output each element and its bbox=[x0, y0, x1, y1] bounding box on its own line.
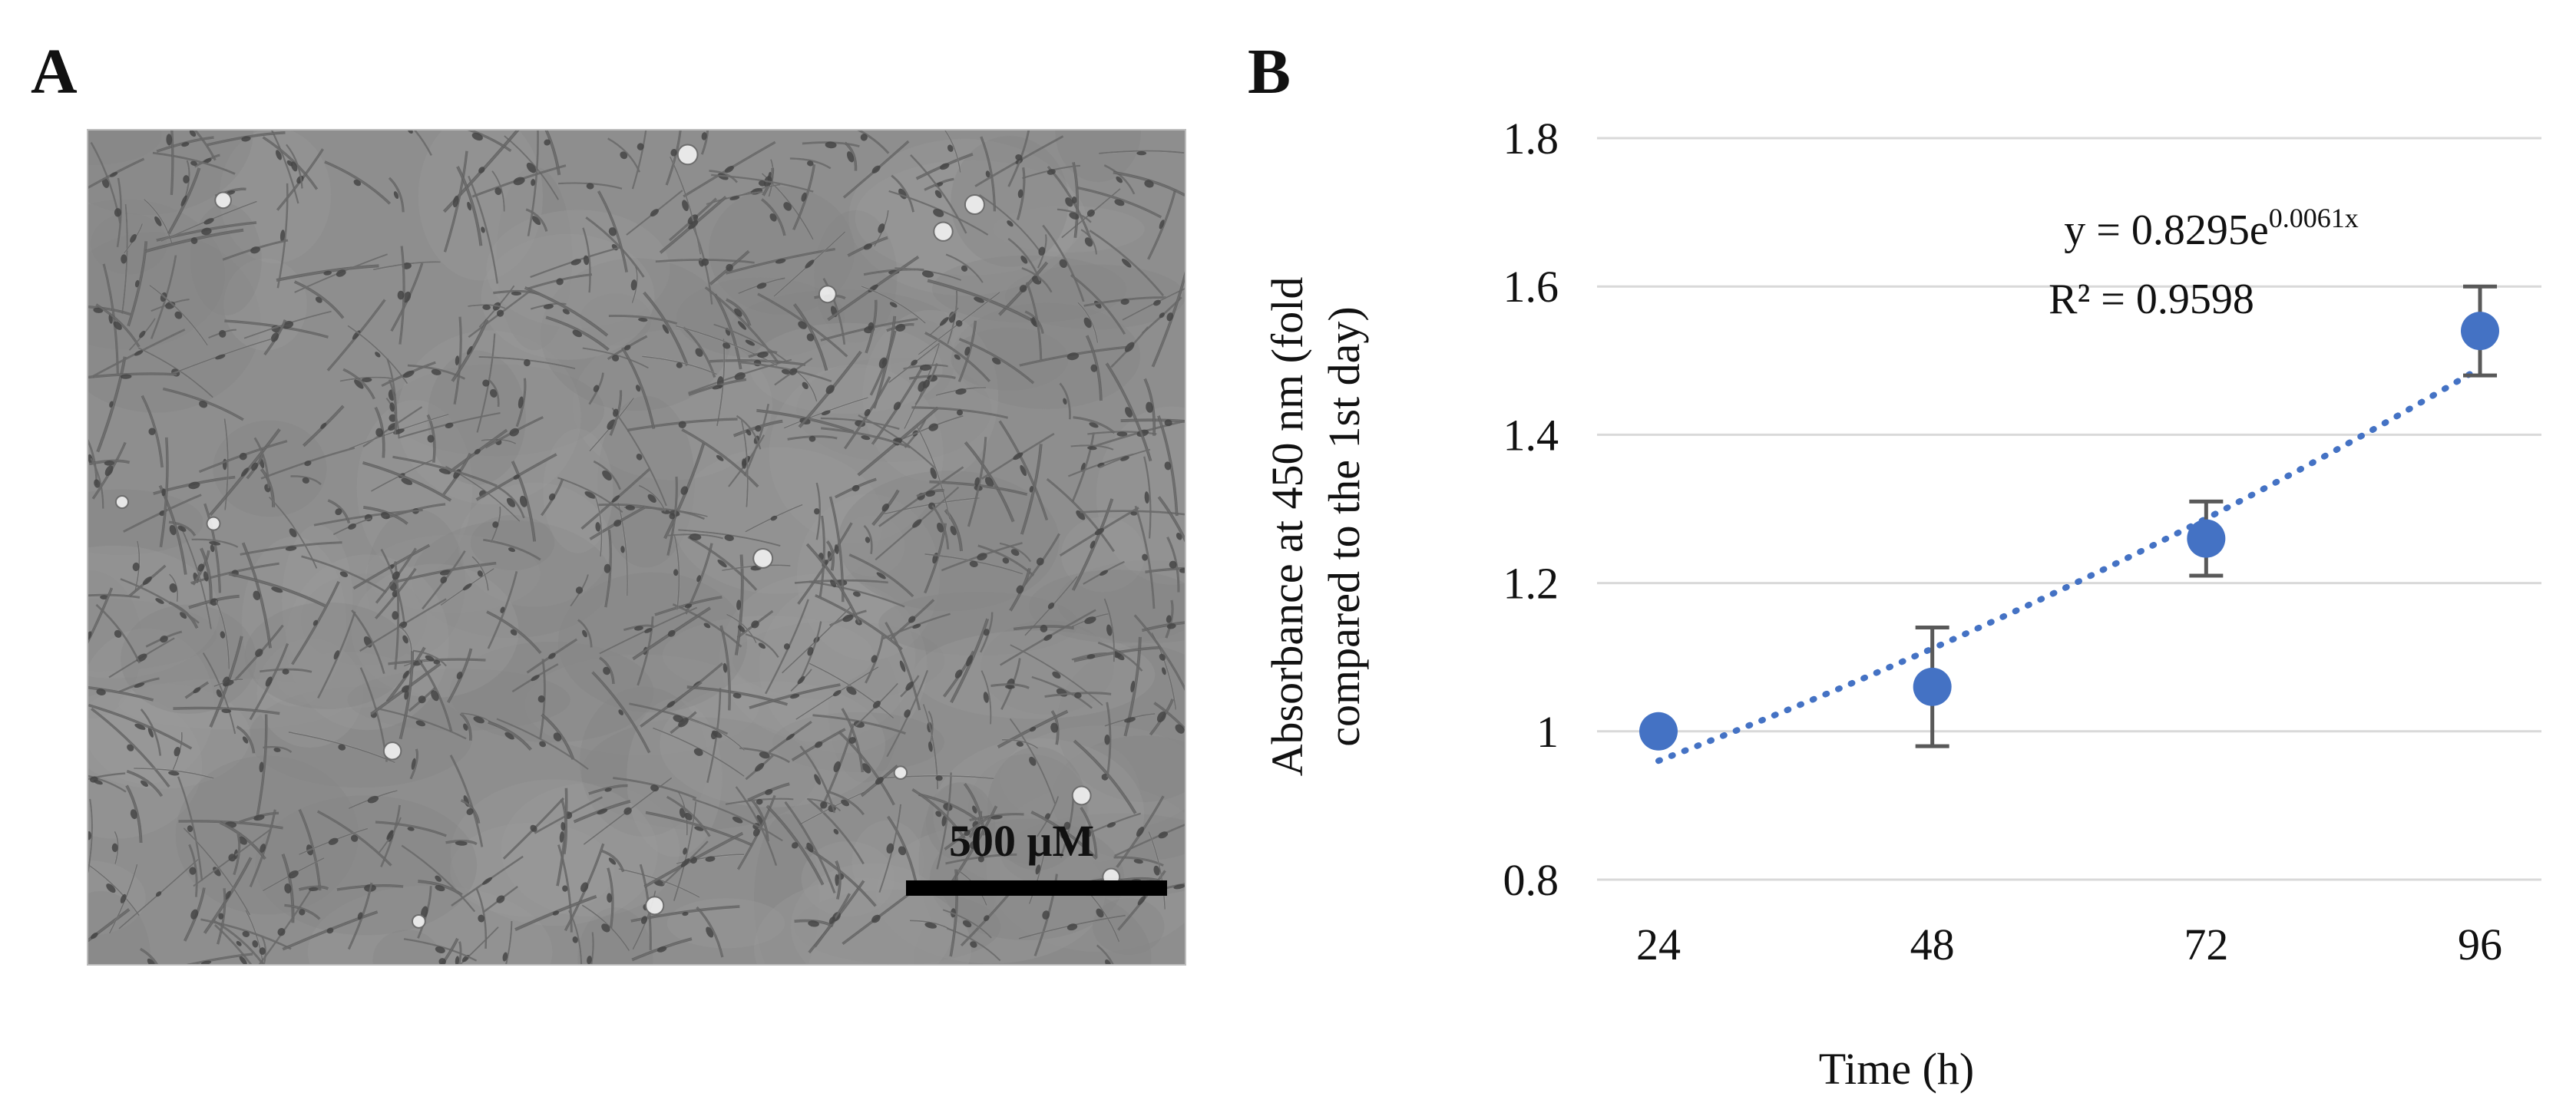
panel-label-b: B bbox=[1248, 36, 1291, 107]
y-tick-label: 1.2 bbox=[1503, 559, 1559, 609]
x-tick-label: 24 bbox=[1636, 920, 1681, 969]
cell-texture bbox=[88, 130, 1185, 964]
y-tick-labels: 0.8 1 1.2 1.4 1.6 1.8 bbox=[1503, 114, 1559, 905]
data-point bbox=[2187, 519, 2226, 558]
trend-equation-exponent: 0.0061x bbox=[2269, 203, 2359, 233]
trendline bbox=[1655, 365, 2483, 765]
data-points bbox=[1639, 312, 2499, 751]
trend-equation-base: y = 0.8295e bbox=[2064, 206, 2268, 254]
panel-label-a: A bbox=[31, 36, 78, 107]
data-point bbox=[1639, 712, 1678, 751]
trendline-path bbox=[1655, 365, 2483, 765]
x-tick-label: 48 bbox=[1910, 920, 1955, 969]
scale-bar bbox=[906, 880, 1167, 896]
growth-chart: 0.8 1 1.2 1.4 1.6 1.8 24 48 72 96 y = 0.8295e0.0… bbox=[1262, 114, 2541, 1094]
scale-bar-label: 500 μM bbox=[949, 816, 1095, 866]
y-tick-label: 1.4 bbox=[1503, 410, 1559, 460]
y-axis-label-line1: Absorbance at 450 nm (fold bbox=[1262, 277, 1312, 777]
error-bars bbox=[1915, 284, 2497, 748]
y-tick-label: 1.6 bbox=[1503, 262, 1559, 312]
cell-micrograph bbox=[87, 129, 1186, 966]
y-tick-label: 1 bbox=[1536, 707, 1559, 757]
y-tick-label: 1.8 bbox=[1503, 114, 1559, 163]
x-tick-label: 72 bbox=[2184, 920, 2228, 969]
gridlines bbox=[1597, 137, 2541, 881]
y-axis-label: Absorbance at 450 nm (fold compared to t… bbox=[1262, 277, 1369, 777]
trend-r-squared: R² = 0.9598 bbox=[2049, 276, 2254, 323]
data-point bbox=[2461, 312, 2499, 351]
y-tick-label: 0.8 bbox=[1503, 855, 1559, 905]
x-tick-label: 96 bbox=[2458, 920, 2502, 969]
x-tick-labels: 24 48 72 96 bbox=[1636, 920, 2502, 969]
y-axis-label-line2: compared to the 1st day) bbox=[1319, 306, 1369, 746]
x-axis-label: Time (h) bbox=[1819, 1044, 1975, 1094]
trend-equation: y = 0.8295e0.0061x bbox=[2064, 203, 2358, 254]
data-point bbox=[1913, 667, 1952, 706]
